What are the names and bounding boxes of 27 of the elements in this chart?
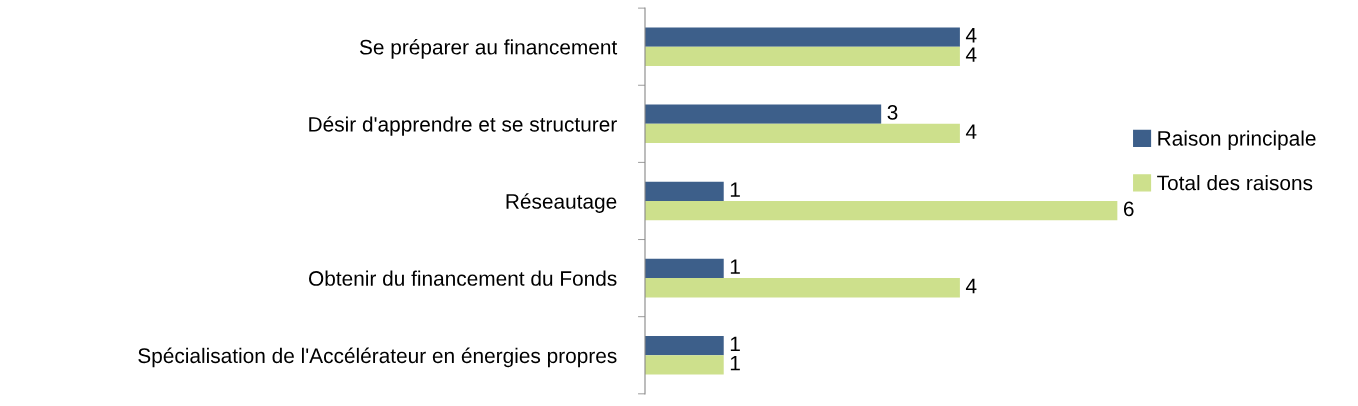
bar [645, 104, 882, 124]
data-label: 1 [730, 259, 740, 274]
data-label: 4 [965, 124, 977, 139]
data-label: 1 [730, 182, 740, 197]
data-label: 1 [730, 336, 740, 351]
y-tick-label: Spécialisation de l'Accélérateur en énergies propres [138, 347, 617, 368]
data-label: 3 [887, 105, 898, 120]
y-tick-label: Se préparer au financement [359, 39, 618, 59]
bar [645, 355, 724, 375]
legend-label: Raison principale [1158, 130, 1316, 150]
data-label: 6 [1123, 201, 1134, 217]
bar [645, 200, 1118, 221]
bar [645, 27, 960, 47]
data-label: 4 [965, 278, 977, 294]
legend-label: Total des raisons [1157, 175, 1313, 191]
data-label: 1 [730, 355, 740, 371]
bar [645, 258, 724, 279]
data-label: 4 [965, 47, 977, 62]
y-tick-label: Désir d'apprendre et se structurer [309, 116, 617, 136]
y-tick-label: Obtenir du financement du Fonds [309, 270, 617, 286]
y-tick-label: Réseautage [506, 193, 617, 213]
bar [645, 278, 960, 298]
bar [645, 335, 724, 356]
bar [645, 46, 960, 66]
bar [645, 181, 724, 201]
bar [645, 123, 960, 144]
data-label: 4 [965, 28, 977, 43]
